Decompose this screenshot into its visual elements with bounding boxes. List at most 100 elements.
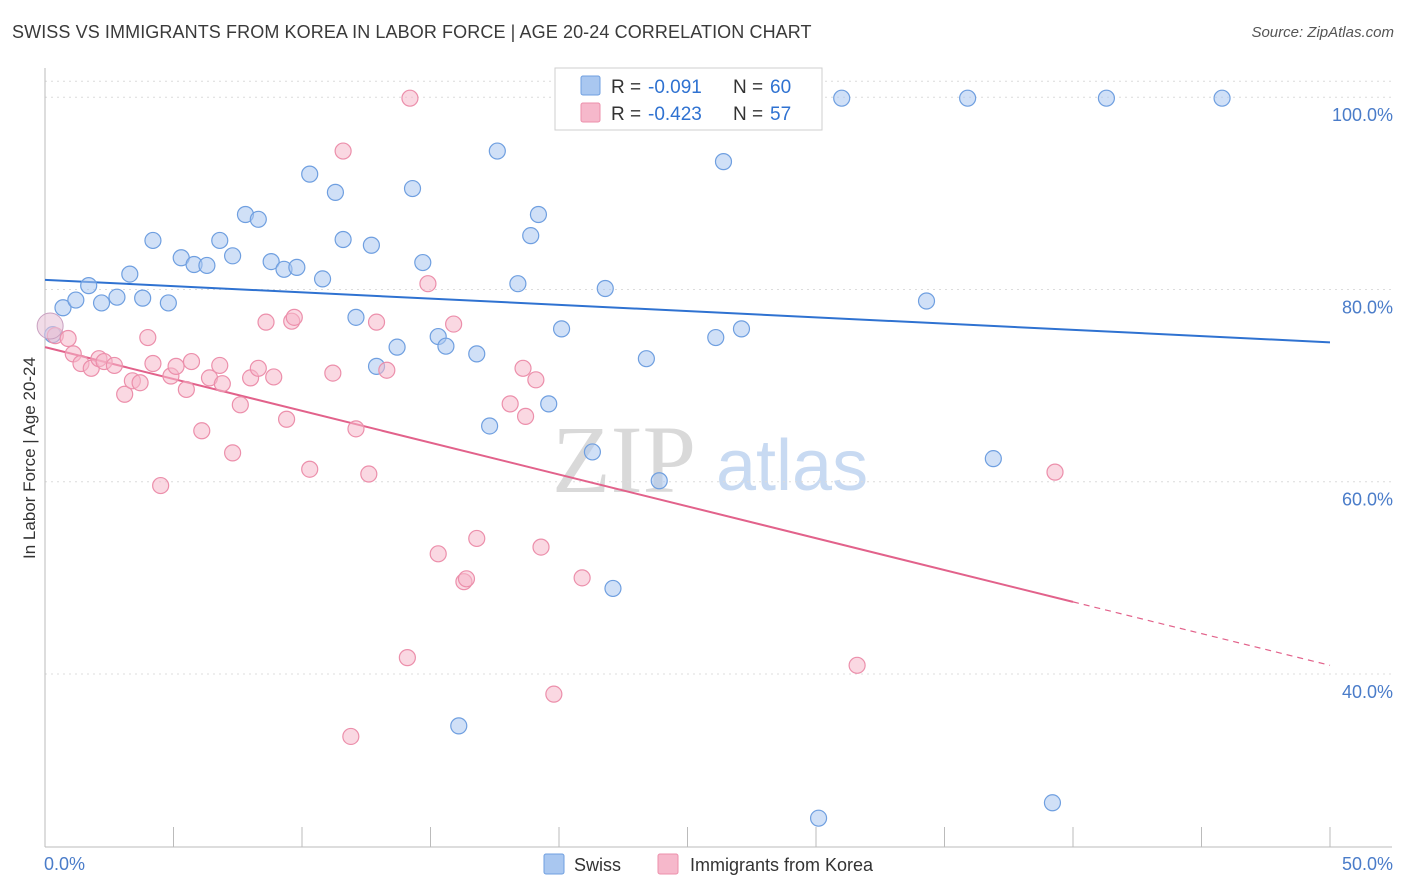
korea-point	[501, 395, 519, 413]
swiss-point	[313, 270, 332, 288]
swiss-point	[959, 89, 977, 107]
legend-n-label-1: N =	[733, 77, 763, 98]
swiss-point	[347, 308, 365, 326]
swiss-point	[637, 350, 655, 368]
swiss-point	[583, 443, 602, 461]
swiss-point	[468, 345, 486, 363]
korea-point	[285, 308, 303, 326]
legend-swatch-korea	[580, 102, 601, 123]
swiss-point	[509, 275, 527, 293]
korea-point	[342, 727, 360, 746]
swiss-point	[917, 292, 936, 310]
swiss-point	[604, 579, 622, 598]
data-points	[36, 89, 1231, 827]
korea-point	[532, 538, 550, 556]
swiss-point	[403, 179, 422, 198]
swiss-point	[198, 256, 216, 275]
swiss-point	[288, 258, 306, 276]
korea-point	[131, 374, 149, 392]
swiss-point	[121, 265, 139, 283]
korea-point	[573, 569, 591, 587]
swiss-point	[262, 252, 280, 271]
korea-point	[249, 359, 267, 377]
legend-r-label-2: R =	[611, 104, 641, 125]
watermark-zip: ZIP	[552, 406, 696, 513]
swiss-point	[326, 183, 345, 201]
legend-r-value-1: -0.091	[648, 77, 702, 98]
watermark-atlas: atlas	[716, 426, 868, 506]
series-legend-swatch-korea	[657, 853, 679, 875]
korea-point	[334, 142, 352, 160]
korea-point	[401, 89, 419, 107]
swiss-point	[144, 231, 162, 250]
korea-point	[257, 313, 275, 331]
korea-point	[211, 356, 229, 375]
swiss-point	[67, 291, 85, 309]
swiss-point	[134, 289, 152, 307]
korea-point	[848, 656, 866, 674]
x-tick-label-max: 50.0%	[1342, 854, 1393, 874]
swiss-point	[552, 320, 571, 338]
swiss-point	[481, 417, 499, 435]
korea-point	[545, 685, 563, 703]
korea-point	[265, 368, 283, 386]
korea-point	[1046, 463, 1064, 481]
swiss-point	[1043, 794, 1062, 812]
y-axis-title: In Labor Force | Age 20-24	[20, 357, 39, 559]
y-tick-label: 80.0%	[1342, 297, 1393, 317]
korea-point	[213, 375, 231, 393]
swiss-point	[224, 247, 242, 265]
korea-point	[378, 361, 396, 379]
korea-point	[367, 313, 386, 331]
korea-point	[398, 649, 416, 667]
swiss-point	[54, 299, 72, 317]
swiss-point	[809, 809, 828, 827]
swiss-point	[388, 338, 406, 356]
korea-point	[177, 380, 195, 399]
y-tick-label: 100.0%	[1332, 105, 1393, 125]
legend-r-label-1: R =	[611, 77, 641, 98]
swiss-point	[159, 294, 177, 312]
y-tick-label: 40.0%	[1342, 682, 1393, 702]
swiss-point	[450, 717, 468, 735]
swiss-point	[249, 210, 267, 228]
swiss-point	[92, 294, 111, 312]
korea-point	[105, 356, 123, 375]
swiss-point	[108, 288, 126, 306]
korea-point	[144, 354, 162, 373]
korea-point	[445, 315, 463, 333]
korea-point	[301, 460, 319, 478]
legend-r-value-2: -0.423	[648, 104, 702, 125]
legend-n-value-2: 57	[770, 104, 791, 125]
swiss-point	[362, 236, 380, 254]
swiss-point	[211, 231, 229, 250]
series-legend-label-swiss: Swiss	[574, 855, 621, 875]
swiss-point	[1097, 89, 1116, 107]
korea-point	[182, 352, 201, 371]
swiss-point	[540, 395, 558, 413]
swiss-point	[334, 230, 352, 249]
korea-point	[59, 329, 77, 348]
swiss-point	[714, 153, 733, 171]
korea-point	[429, 545, 447, 563]
korea-point	[457, 570, 476, 588]
trend-line-0	[44, 278, 1331, 344]
axes: 40.0% 60.0% 80.0% 100.0% 0.0% 50.0%	[44, 68, 1393, 874]
swiss-point	[437, 337, 455, 355]
trend-line-extension-1	[1072, 601, 1331, 666]
legend-n-value-1: 60	[770, 77, 791, 98]
legend-n-label-2: N =	[733, 104, 763, 125]
swiss-point	[80, 277, 98, 295]
swiss-point	[650, 472, 668, 490]
stats-legend: R = -0.091 N = 60 R = -0.423 N = 57	[554, 67, 823, 131]
korea-point	[224, 444, 242, 462]
swiss-point	[732, 320, 751, 338]
source-credit: Source: ZipAtlas.com	[1251, 24, 1394, 41]
series-legend: Swiss Immigrants from Korea	[543, 853, 874, 875]
y-tick-label: 60.0%	[1342, 490, 1393, 510]
swiss-point	[301, 165, 319, 183]
korea-point	[514, 359, 532, 377]
x-tick-label-min: 0.0%	[44, 854, 85, 874]
swiss-point	[596, 279, 614, 298]
